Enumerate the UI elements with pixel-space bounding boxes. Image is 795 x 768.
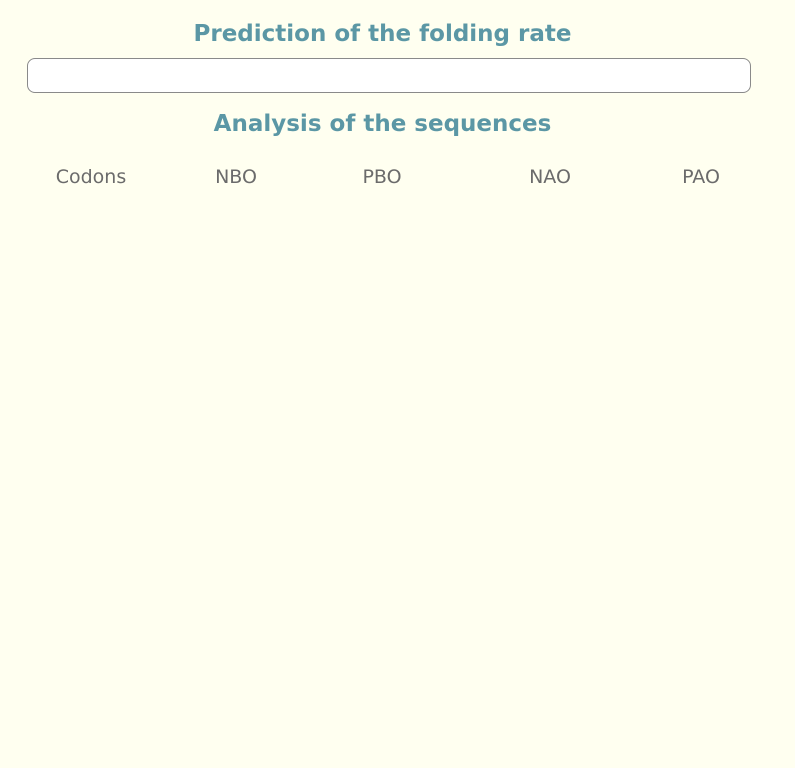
column-header-codons: Codons bbox=[55, 166, 127, 188]
prediction-title: Prediction of the folding rate bbox=[193, 21, 572, 47]
column-header-pao: PAO bbox=[682, 166, 720, 188]
column-header-pbo: PBO bbox=[362, 166, 402, 188]
folding-rate-result-box bbox=[27, 58, 751, 93]
column-header-nao: NAO bbox=[529, 166, 571, 188]
analysis-title: Analysis of the sequences bbox=[213, 111, 552, 137]
column-header-nbo: NBO bbox=[215, 166, 257, 188]
